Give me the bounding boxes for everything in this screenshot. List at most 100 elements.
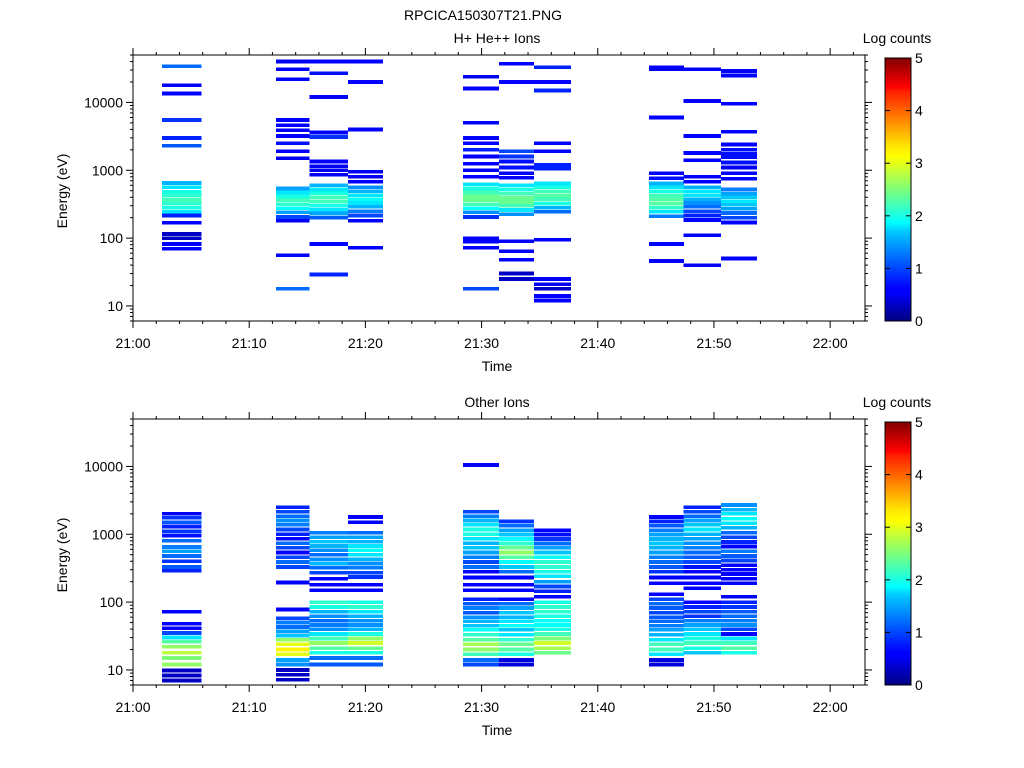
- spectrogram-cell: [720, 636, 757, 641]
- spectrogram-cell: [348, 588, 383, 592]
- spectrogram-cell: [463, 532, 499, 537]
- spectrogram-cell: [499, 619, 534, 624]
- spectrogram-cell: [648, 546, 684, 550]
- spectrogram-cell: [720, 577, 757, 581]
- spectrogram-cell: [463, 619, 499, 624]
- spectrogram-cell: [275, 67, 310, 71]
- spectrogram-cell: [463, 615, 499, 619]
- spectrogram-cell: [499, 546, 534, 550]
- spectrogram-cell: [533, 532, 572, 537]
- spectrogram-cell: [348, 605, 383, 609]
- spectrogram-cell: [463, 236, 499, 240]
- spectrogram-cell: [463, 623, 499, 628]
- spectrogram-cell: [720, 101, 757, 106]
- spectrogram-cell: [499, 658, 534, 662]
- spectrogram-cell: [348, 571, 383, 575]
- spectrogram-cell: [533, 610, 572, 614]
- spectrogram-cell: [683, 605, 721, 609]
- spectrogram-cell: [309, 632, 348, 636]
- spectrogram-cell: [463, 565, 499, 569]
- spectrogram-cell: [533, 189, 572, 194]
- spectrogram-cell: [683, 627, 721, 631]
- spectrogram-cell: [463, 555, 499, 559]
- spectrogram-cell: [533, 560, 572, 564]
- spectrogram-cell: [275, 141, 310, 146]
- spectrogram-cell: [720, 600, 757, 604]
- spectrogram-cell: [309, 571, 348, 575]
- colorbar-tick-label: 1: [915, 624, 923, 640]
- spectrogram-cell: [463, 148, 499, 152]
- spectrogram-cell: [683, 514, 721, 518]
- spectrogram-cell: [275, 527, 310, 532]
- spectrogram-cell: [162, 549, 202, 554]
- spectrogram-cell: [499, 239, 534, 244]
- spectrogram-cell: [499, 523, 534, 528]
- spectrogram-cell: [683, 218, 721, 222]
- x-tick-label: 21:50: [696, 699, 731, 715]
- spectrogram-cell: [499, 208, 534, 212]
- spectrogram-cell: [683, 546, 721, 550]
- spectrogram-cell: [162, 533, 202, 538]
- spectrogram-cell: [533, 277, 572, 281]
- spectrogram-cell: [683, 575, 721, 580]
- colorbar: 0 1 2 3 4 5: [884, 414, 923, 693]
- spectrogram-cell: [348, 614, 383, 619]
- spectrogram-cell: [533, 619, 572, 623]
- spectrogram-cell: [683, 175, 721, 179]
- spectrogram-cell: [463, 514, 499, 518]
- spectrogram-cell: [533, 541, 572, 546]
- spectrogram-cell: [275, 550, 310, 555]
- colorbar-tick-label: 4: [915, 103, 923, 119]
- spectrogram-cell: [162, 678, 202, 683]
- y-tick-label: 1000: [92, 162, 123, 178]
- spectrogram-cells: [162, 463, 757, 683]
- spectrogram-cell: [683, 509, 721, 514]
- spectrogram-cell: [499, 652, 534, 657]
- spectrogram-cell: [533, 646, 572, 650]
- spectrogram-cell: [162, 209, 202, 214]
- spectrogram-cell: [720, 610, 757, 614]
- spectrogram-cell: [162, 668, 202, 673]
- spectrogram-cell: [720, 211, 757, 215]
- spectrogram-cell: [309, 561, 348, 566]
- spectrogram-cell: [499, 171, 534, 176]
- spectrogram-cell: [463, 522, 499, 527]
- spectrogram-cell: [720, 581, 757, 586]
- spectrogram-cell: [463, 550, 499, 555]
- spectrogram-cell: [309, 619, 348, 623]
- spectrogram-cell: [648, 581, 684, 586]
- spectrogram-cell: [463, 560, 499, 564]
- spectrogram-cell: [309, 195, 348, 200]
- spectrogram-cell: [309, 650, 348, 655]
- spectrogram-cell: [648, 532, 684, 537]
- spectrogram-cell: [648, 67, 684, 71]
- spectrogram-cell: [648, 523, 684, 528]
- spectrogram-cell: [720, 535, 757, 540]
- spectrogram-cell: [348, 204, 383, 209]
- spectrogram-cell: [348, 515, 383, 519]
- spectrogram-cell: [499, 532, 534, 537]
- spectrogram-cell: [499, 583, 534, 587]
- spectrogram-cell: [683, 67, 721, 71]
- y-axis-label: Energy (eV): [54, 154, 70, 229]
- spectrogram-cell: [309, 71, 348, 75]
- spectrogram-cell: [533, 614, 572, 619]
- spectrogram-cell: [348, 600, 383, 604]
- spectrogram-cell: [309, 130, 348, 135]
- y-axis-label: Energy (eV): [54, 518, 70, 593]
- spectrogram-cell: [720, 594, 757, 599]
- spectrogram-cell: [533, 88, 572, 93]
- spectrogram-cell: [720, 215, 757, 220]
- spectrogram-cell: [348, 610, 383, 614]
- spectrogram-cell: [499, 601, 534, 606]
- spectrogram-cell: [683, 263, 721, 267]
- spectrogram-cell: [275, 194, 310, 199]
- spectrogram-cell: [648, 606, 684, 610]
- spectrogram-cell: [720, 187, 757, 192]
- spectrogram-cell: [533, 167, 572, 171]
- spectrogram-cell: [648, 642, 684, 646]
- spectrogram-cell: [162, 640, 202, 644]
- spectrogram-cell: [275, 505, 310, 510]
- spectrogram-cell: [648, 197, 684, 202]
- spectrogram-cell: [309, 187, 348, 192]
